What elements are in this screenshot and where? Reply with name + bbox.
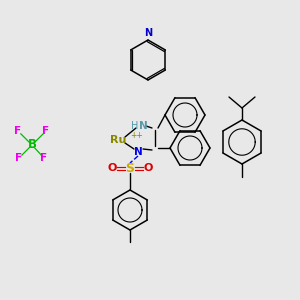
Text: O: O — [143, 163, 153, 173]
Text: N: N — [134, 147, 142, 157]
Text: F: F — [15, 153, 22, 163]
Text: B: B — [28, 139, 37, 152]
Text: O: O — [107, 163, 117, 173]
Text: S: S — [125, 161, 134, 175]
Text: N: N — [144, 28, 152, 38]
Text: F: F — [40, 153, 48, 163]
Text: H: H — [131, 121, 139, 131]
Text: Ru: Ru — [110, 135, 126, 145]
Text: N: N — [139, 121, 147, 131]
Text: ++: ++ — [130, 130, 143, 140]
Text: F: F — [42, 126, 50, 136]
Text: F: F — [14, 126, 22, 136]
